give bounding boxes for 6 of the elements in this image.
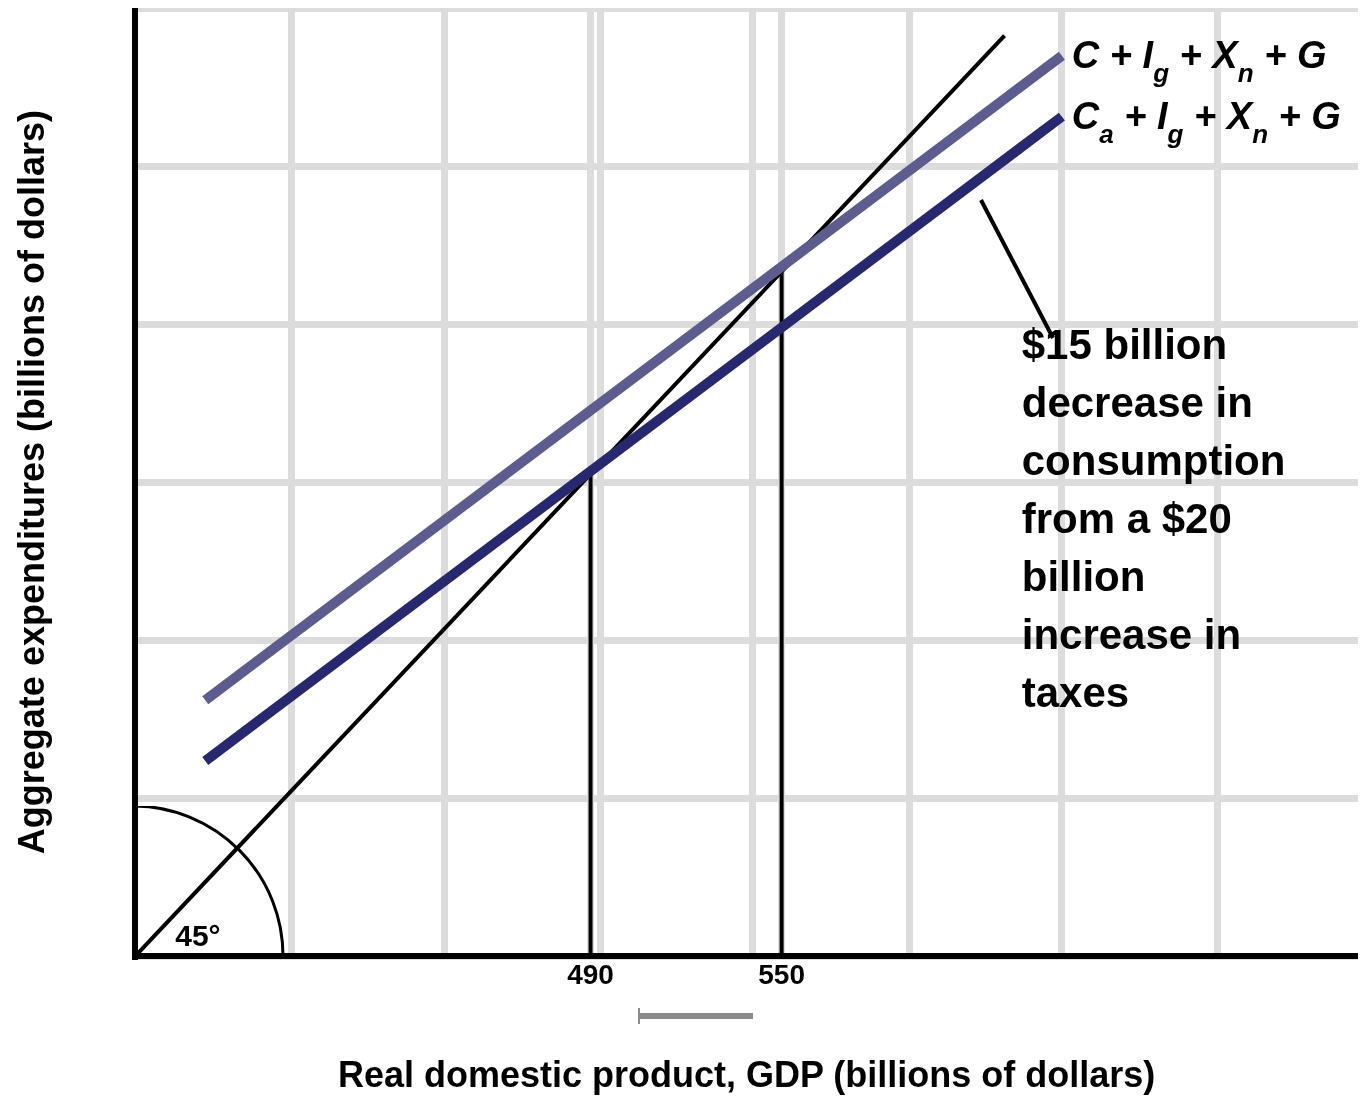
- x-axis-title: Real domestic product, GDP (billions of dollars): [337, 1054, 1156, 1096]
- annotation: $15 billion decrease in consumption from a $20 billion increase in taxes: [1021, 320, 1286, 716]
- x-tick-label: 550: [758, 958, 805, 990]
- annotation: 45°: [175, 919, 221, 953]
- x-tick-label: 490: [567, 958, 614, 990]
- y-axis-title: Aggregate expenditures (billions of dollars): [10, 110, 52, 855]
